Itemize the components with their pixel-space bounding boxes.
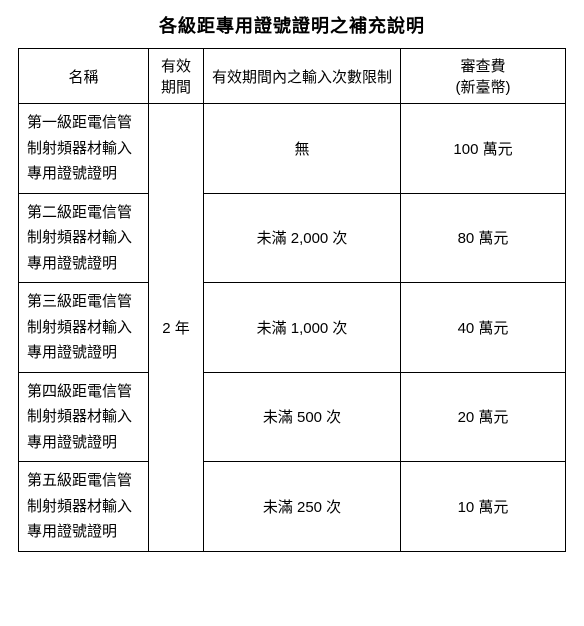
table-header-row: 名稱 有效期間 有效期間內之輸入次數限制 審查費 (新臺幣) [19,49,566,104]
table-row: 第二級距電信管制射頻器材輸入專用證號證明 未滿 2,000 次 80 萬元 [19,193,566,283]
cert-table: 名稱 有效期間 有效期間內之輸入次數限制 審查費 (新臺幣) 第一級距電信管制射… [18,48,566,552]
cell-limit: 無 [204,104,401,194]
cell-fee: 100 萬元 [401,104,566,194]
header-name: 名稱 [19,49,149,104]
header-fee-line2: (新臺幣) [407,76,559,97]
cell-period: 2 年 [149,104,204,552]
cell-limit: 未滿 500 次 [204,372,401,462]
page-title: 各級距專用證號證明之補充說明 [18,12,566,38]
table-row: 第四級距電信管制射頻器材輸入專用證號證明 未滿 500 次 20 萬元 [19,372,566,462]
table-row: 第一級距電信管制射頻器材輸入專用證號證明 2 年 無 100 萬元 [19,104,566,194]
table-row: 第五級距電信管制射頻器材輸入專用證號證明 未滿 250 次 10 萬元 [19,462,566,552]
cell-limit: 未滿 250 次 [204,462,401,552]
cell-fee: 20 萬元 [401,372,566,462]
cell-limit: 未滿 1,000 次 [204,283,401,373]
header-limit: 有效期間內之輸入次數限制 [204,49,401,104]
cell-fee: 40 萬元 [401,283,566,373]
header-period: 有效期間 [149,49,204,104]
cell-fee: 80 萬元 [401,193,566,283]
cell-limit: 未滿 2,000 次 [204,193,401,283]
cell-name: 第三級距電信管制射頻器材輸入專用證號證明 [19,283,149,373]
cell-name: 第五級距電信管制射頻器材輸入專用證號證明 [19,462,149,552]
header-fee: 審查費 (新臺幣) [401,49,566,104]
table-row: 第三級距電信管制射頻器材輸入專用證號證明 未滿 1,000 次 40 萬元 [19,283,566,373]
cell-name: 第四級距電信管制射頻器材輸入專用證號證明 [19,372,149,462]
cell-name: 第二級距電信管制射頻器材輸入專用證號證明 [19,193,149,283]
header-fee-line1: 審查費 [407,55,559,76]
cell-name: 第一級距電信管制射頻器材輸入專用證號證明 [19,104,149,194]
cell-fee: 10 萬元 [401,462,566,552]
